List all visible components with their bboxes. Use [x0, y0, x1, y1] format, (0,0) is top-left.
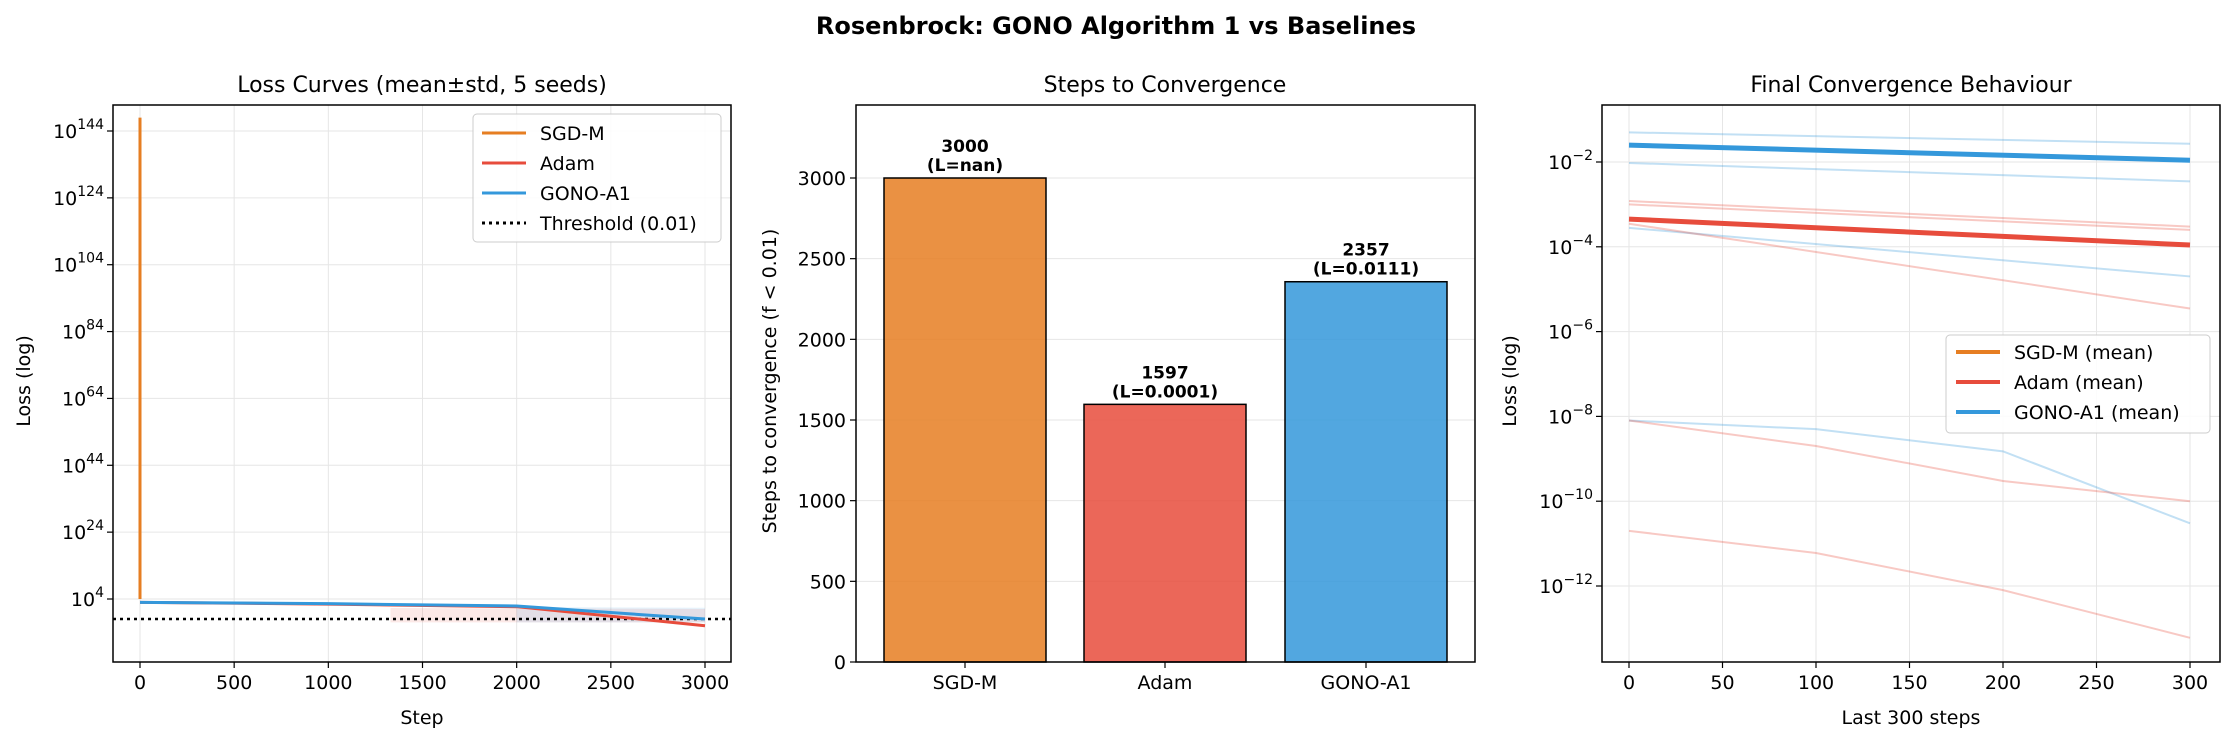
bar-value-label: 2357 — [1342, 241, 1389, 261]
y-tick-label: 10−10 — [1539, 487, 1593, 513]
y-tick-label: 10104 — [53, 251, 104, 277]
bar-loss-label: (L=0.0001) — [1112, 382, 1218, 402]
y-tick-label: 1044 — [62, 451, 104, 477]
loss-curves-xlabel: Step — [400, 707, 443, 729]
legend-label: GONO-A1 (mean) — [2014, 402, 2180, 424]
mean-line-gono-a1 — [1628, 142, 2191, 163]
y-tick-label: 2000 — [798, 329, 846, 351]
x-tick-label: 200 — [1985, 672, 2021, 694]
y-tick-label: 500 — [810, 571, 846, 593]
y-tick-label: 10144 — [53, 117, 104, 143]
legend-label: SGD-M (mean) — [2014, 342, 2153, 364]
x-tick-label: 3000 — [681, 672, 729, 694]
loss-curves-title: Loss Curves (mean±std, 5 seeds) — [237, 73, 607, 98]
y-tick-label: 1000 — [798, 491, 846, 513]
x-tick-label: SGD-M — [933, 672, 998, 694]
legend-label: Threshold (0.01) — [539, 213, 697, 235]
legend-box — [472, 113, 722, 243]
loss-curves-panel: Loss Curves (mean±std, 5 seeds) Step Los… — [13, 73, 732, 729]
x-tick-label: 0 — [134, 672, 146, 694]
y-tick-label: 1064 — [62, 384, 104, 410]
x-tick-label: GONO-A1 — [1321, 672, 1412, 694]
x-tick-label: 50 — [1710, 672, 1734, 694]
seed-trace-adam — [1628, 419, 2191, 503]
x-tick-label: 500 — [216, 672, 252, 694]
y-tick-label: 10−2 — [1548, 148, 1593, 174]
steps-panel: Steps to Convergence Steps to convergenc… — [759, 73, 1476, 694]
x-tick-label: 2500 — [587, 672, 635, 694]
seed-trace-gono-a1 — [1628, 161, 2191, 183]
legend-label: GONO-A1 — [540, 183, 631, 205]
bar-sgd-m — [883, 177, 1047, 663]
y-tick-label: 3000 — [798, 168, 846, 190]
seed-trace-gono-a1 — [1628, 419, 2191, 525]
bar-gono-a1 — [1284, 280, 1448, 663]
y-tick-label: 10−12 — [1539, 572, 1593, 598]
final-convergence-axes — [1601, 104, 2221, 663]
y-tick-label: 10−6 — [1548, 318, 1593, 344]
figure-suptitle: Rosenbrock: GONO Algorithm 1 vs Baseline… — [816, 12, 1416, 40]
y-tick-label: 0 — [834, 652, 846, 674]
final-convergence-ylabel: Loss (log) — [1499, 335, 1521, 427]
y-tick-label: 10124 — [53, 184, 104, 210]
seed-trace-adam — [1628, 529, 2191, 639]
seed-trace-gono-a1 — [1628, 131, 2191, 145]
seed-trace-adam — [1628, 222, 2191, 310]
mean-line-adam — [1628, 216, 2191, 248]
bar-loss-label: (L=nan) — [927, 156, 1003, 176]
x-tick-label: 2000 — [492, 672, 540, 694]
final-convergence-legend: SGD-M (mean) Adam (mean) GONO-A1 (mean) — [1945, 334, 2211, 434]
bar-value-label: 3000 — [941, 137, 988, 157]
x-tick-label: 150 — [1891, 672, 1927, 694]
final-convergence-panel: Final Convergence Behaviour Last 300 ste… — [1499, 73, 2221, 729]
y-tick-label: 10−4 — [1548, 233, 1593, 259]
steps-ylabel: Steps to convergence (f < 0.01) — [759, 229, 781, 534]
series-line-gono-a1 — [139, 600, 706, 621]
legend-label: SGD-M — [540, 123, 605, 145]
y-tick-label: 1024 — [62, 518, 104, 544]
x-tick-label: 100 — [1798, 672, 1834, 694]
x-tick-label: Adam — [1138, 672, 1193, 694]
seed-trace-gono-a1 — [1628, 226, 2191, 278]
legend-label: Adam (mean) — [2014, 372, 2144, 394]
seed-trace-adam — [1628, 200, 2191, 228]
y-tick-label: 104 — [71, 585, 104, 611]
steps-axes — [855, 104, 1476, 663]
y-tick-label: 2500 — [798, 249, 846, 271]
legend-box — [1945, 334, 2211, 434]
final-convergence-title: Final Convergence Behaviour — [1750, 73, 2072, 98]
bar-adam — [1083, 403, 1247, 663]
x-tick-label: 300 — [2172, 672, 2208, 694]
loss-curves-ylabel: Loss (log) — [13, 335, 35, 427]
x-tick-label: 1000 — [304, 672, 352, 694]
x-tick-label: 0 — [1623, 672, 1635, 694]
x-tick-label: 1500 — [398, 672, 446, 694]
y-tick-label: 1084 — [62, 318, 104, 344]
final-convergence-xlabel: Last 300 steps — [1842, 707, 1981, 729]
bar-loss-label: (L=0.0111) — [1313, 260, 1419, 280]
y-tick-label: 10−8 — [1548, 402, 1593, 428]
bar-value-label: 1597 — [1141, 363, 1188, 383]
steps-title: Steps to Convergence — [1044, 73, 1287, 98]
y-tick-label: 1500 — [798, 410, 846, 432]
loss-curves-legend: SGD-M Adam GONO-A1 Threshold (0.01) — [472, 113, 722, 243]
x-tick-label: 250 — [2078, 672, 2114, 694]
legend-label: Adam — [540, 153, 595, 175]
seed-trace-adam — [1628, 203, 2191, 231]
